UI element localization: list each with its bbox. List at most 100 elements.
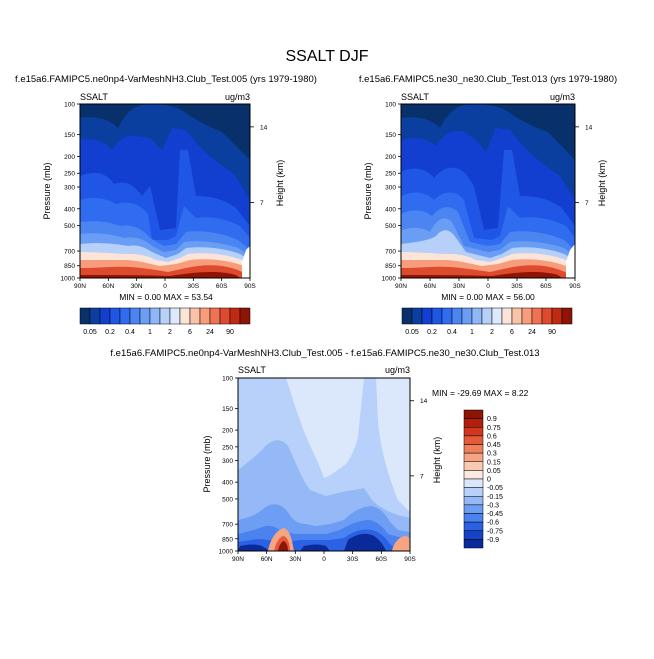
latitude-tick-label: 60S <box>540 283 552 290</box>
latitude-tick-label: 0 <box>163 283 167 290</box>
colorbar-label: 0.05 <box>405 329 419 336</box>
latitude-tick-label: 90S <box>569 283 581 290</box>
variable-label: SSALT <box>80 92 108 102</box>
latitude-tick-label: 90S <box>244 283 256 290</box>
colorbar-swatch <box>463 461 484 471</box>
colorbar-label: 0.05 <box>487 468 501 475</box>
colorbar-swatch <box>119 307 131 325</box>
pressure-tick-label: 1000 <box>219 549 234 556</box>
colorbar-label: -0.05 <box>487 485 503 492</box>
axis-ticks: 100 150 200 250 300 400 500 700 850 1000 14 7 90N 60N… <box>382 102 593 291</box>
pressure-tick-label: 850 <box>385 263 396 270</box>
contour-field <box>238 378 410 551</box>
colorbar-swatch <box>219 307 231 325</box>
colorbar-swatch <box>551 307 563 325</box>
latitude-tick-label: 60S <box>376 556 388 563</box>
colorbar-swatch <box>441 307 453 325</box>
colorbar-swatch <box>239 307 251 325</box>
axis-ticks: 100 150 200 250 300 400 500 700 850 1000 14 7 90N 60N… <box>61 102 268 291</box>
colorbar-swatch <box>463 427 484 437</box>
colorbar-vertical: 0.9 0.750.6 0.45 0.30.15 0.05 0-0.05 -0.15-0.3… <box>463 409 503 549</box>
variable-label: SSALT <box>238 365 266 375</box>
pressure-tick-label: 200 <box>385 154 396 161</box>
latitude-tick-label: 60N <box>261 556 273 563</box>
colorbar-label: -0.9 <box>487 537 499 544</box>
colorbar-label: 24 <box>528 329 536 336</box>
contour-level-12 <box>401 272 562 278</box>
pressure-tick-label: 700 <box>385 249 396 256</box>
panel-title: f.e15a6.FAMIPC5.ne0np4-VarMeshNH3.Club_T… <box>110 348 539 359</box>
colorbar-label: 0.4 <box>125 329 135 336</box>
contour-field <box>401 104 575 278</box>
min-max-stats: MIN = 0.00 MAX = 53.54 <box>119 292 213 302</box>
colorbar-label: 90 <box>226 329 234 336</box>
colorbar-swatch <box>431 307 443 325</box>
colorbar-label: 0.4 <box>447 329 457 336</box>
pressure-tick-label: 700 <box>64 249 75 256</box>
latitude-tick-label: 30N <box>453 283 465 290</box>
colorbar-horizontal: 0.05 0.2 0.4 1 2 6 24 90 <box>79 307 251 336</box>
colorbar-swatch <box>463 452 484 462</box>
latitude-tick-label: 90N <box>395 283 407 290</box>
y-axis-label-right: Height (km) <box>275 160 285 207</box>
units-label: ug/m3 <box>385 365 410 375</box>
colorbar-label: 90 <box>548 329 556 336</box>
colorbar-swatch <box>149 307 161 325</box>
colorbar-swatch <box>463 539 484 549</box>
colorbar-swatch <box>531 307 543 325</box>
panel-title: f.e15a6.FAMIPC5.ne0np4-VarMeshNH3.Club_T… <box>15 74 317 85</box>
colorbar-label: 0.3 <box>487 451 497 458</box>
panel-top-right: f.e15a6.FAMIPC5.ne30_ne30.Club_Test.013 … <box>359 74 617 336</box>
units-label: ug/m3 <box>225 92 250 102</box>
pressure-tick-label: 700 <box>222 522 233 529</box>
pressure-tick-label: 100 <box>385 102 396 109</box>
pressure-tick-label: 300 <box>64 185 75 192</box>
latitude-tick-label: 60N <box>102 283 114 290</box>
pressure-tick-label: 200 <box>222 428 233 435</box>
height-tick-label: 7 <box>585 200 589 207</box>
colorbar-swatch <box>463 530 484 540</box>
colorbar-swatch <box>501 307 513 325</box>
colorbar-swatch <box>463 470 484 480</box>
panel-title: f.e15a6.FAMIPC5.ne30_ne30.Club_Test.013 … <box>359 74 617 85</box>
panel-top-left: f.e15a6.FAMIPC5.ne0np4-VarMeshNH3.Club_T… <box>15 74 317 336</box>
colorbar-swatch <box>99 307 111 325</box>
colorbar-label: 0.6 <box>487 433 497 440</box>
latitude-tick-label: 90N <box>74 283 86 290</box>
y-axis-label: Pressure (mb) <box>42 162 52 219</box>
pressure-tick-label: 100 <box>64 102 75 109</box>
colorbar-swatch <box>401 307 413 325</box>
min-max-stats: MIN = -29.69 MAX = 8.22 <box>432 388 529 398</box>
colorbar-swatch <box>199 307 211 325</box>
pressure-tick-label: 250 <box>385 171 396 178</box>
colorbar-swatch <box>463 444 484 454</box>
pressure-tick-label: 850 <box>222 536 233 543</box>
colorbar-label: -0.15 <box>487 494 503 501</box>
y-axis-label-right: Height (km) <box>597 160 607 207</box>
latitude-tick-label: 30S <box>347 556 359 563</box>
contour-level-neg09 <box>238 533 386 551</box>
colorbar-swatch <box>463 504 484 514</box>
colorbar-label: -0.3 <box>487 502 499 509</box>
pressure-tick-label: 250 <box>64 171 75 178</box>
height-tick-label: 14 <box>420 398 428 405</box>
colorbar-label: 0 <box>487 477 491 484</box>
colorbar-swatch <box>461 307 473 325</box>
colorbar-label: 0.9 <box>487 416 497 423</box>
latitude-tick-label: 60S <box>216 283 228 290</box>
colorbar-label: 0.2 <box>105 329 115 336</box>
colorbar-swatch <box>411 307 423 325</box>
latitude-tick-label: 0 <box>486 283 490 290</box>
colorbar-label: 0.75 <box>487 425 501 432</box>
y-axis-label: Pressure (mb) <box>363 162 373 219</box>
pressure-tick-label: 850 <box>64 263 75 270</box>
topography-mask <box>242 246 250 278</box>
latitude-tick-label: 30N <box>131 283 143 290</box>
colorbar-swatch <box>139 307 151 325</box>
colorbar-swatch <box>463 513 484 523</box>
colorbar-swatch <box>463 478 484 488</box>
colorbar-swatch <box>169 307 181 325</box>
pressure-tick-label: 200 <box>64 154 75 161</box>
colorbar-label: 1 <box>470 329 474 336</box>
pressure-tick-label: 300 <box>385 185 396 192</box>
